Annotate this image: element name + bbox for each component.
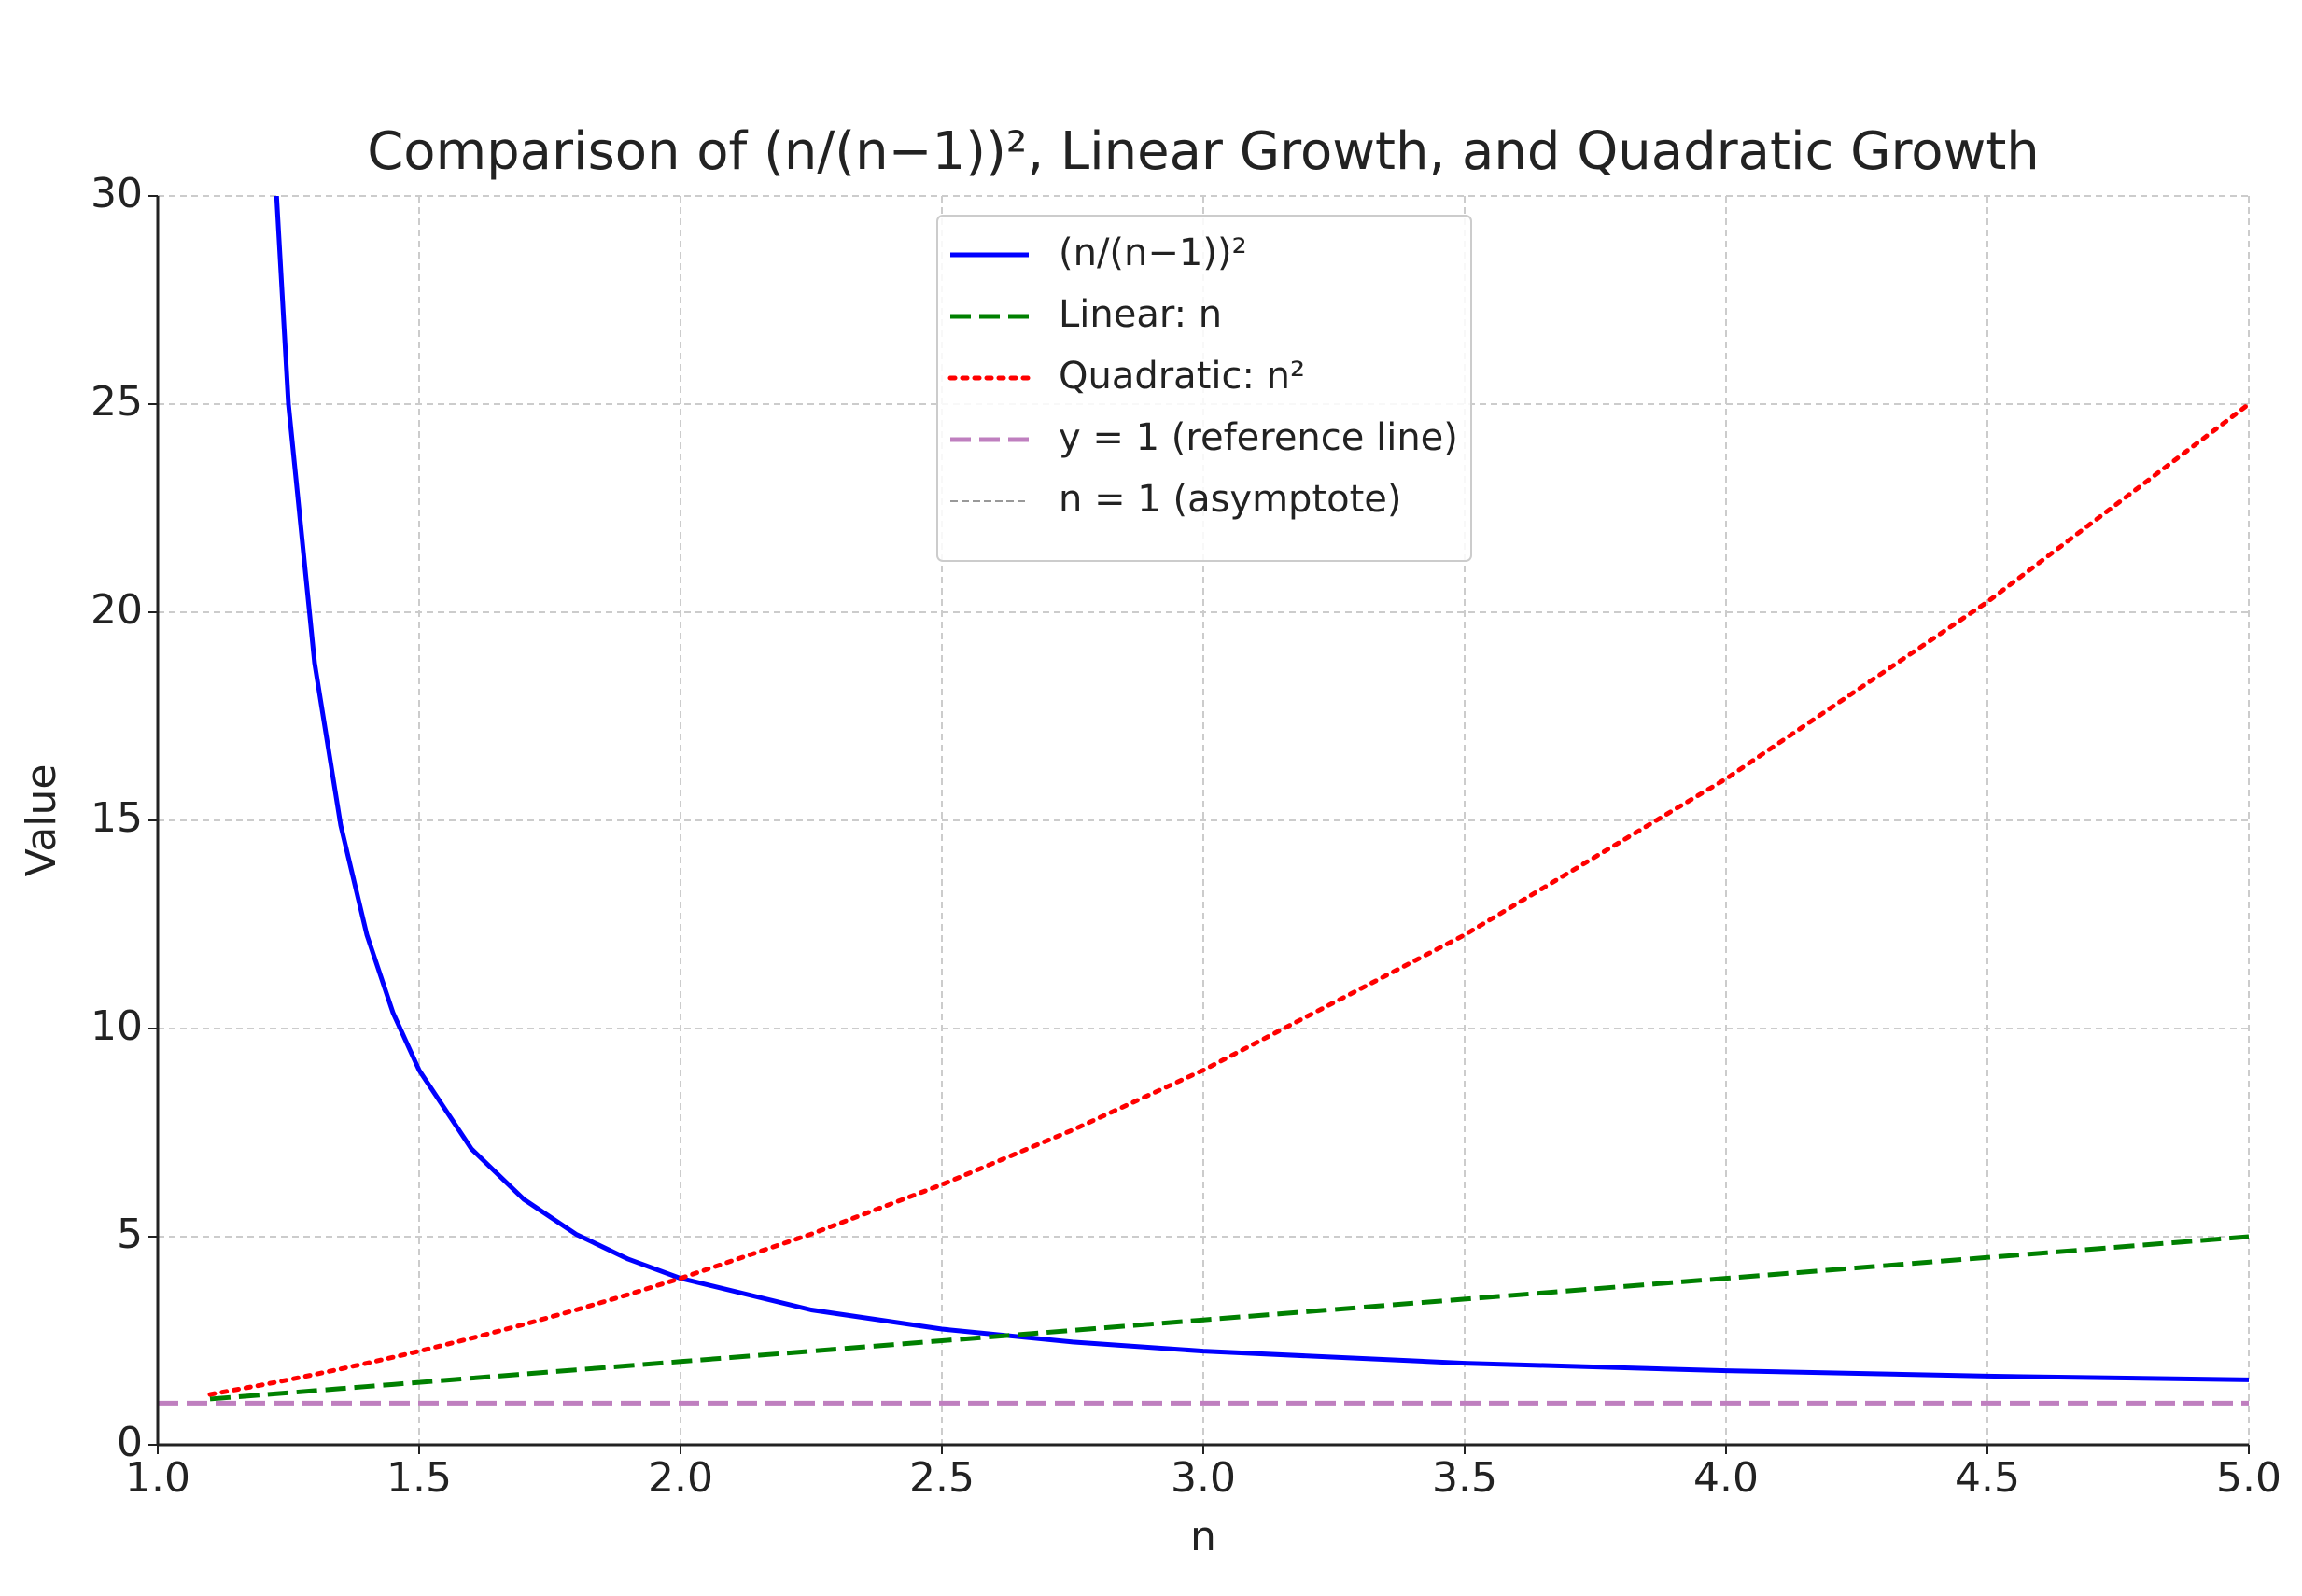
x-tick-label: 1.5 [386,1454,452,1502]
legend-label: Quadratic: n² [1059,355,1305,398]
legend-label: Linear: n [1059,293,1222,336]
x-tick-label: 1.0 [125,1454,190,1502]
x-tick-label: 3.0 [1171,1454,1236,1502]
series-line [209,1234,2249,1402]
y-tick-label: 5 [117,1211,143,1258]
y-tick-label: 30 [91,170,143,217]
x-tick-label: 2.5 [909,1454,975,1502]
axes: 1.0 1.5 2.0 2.5 3.0 3.5 4.0 4.5 5.0 0 5 10 15 20 25 30 [91,170,2281,1502]
legend-label: n = 1 (asymptote) [1059,478,1402,521]
legend-box [936,215,1472,562]
plot-area [158,196,2249,1445]
y-axis-label: Value [18,764,65,877]
x-tick-label: 3.5 [1432,1454,1497,1502]
x-axis-label: n [1190,1513,1216,1561]
x-tick-label: 5.0 [2216,1454,2281,1502]
x-tick-label: 4.0 [1693,1454,1759,1502]
legend-label: (n/(n−1))² [1059,231,1247,274]
y-tick-label: 10 [91,1002,143,1050]
series-line [274,196,2249,1382]
y-tick-label: 0 [117,1419,143,1466]
x-tick-label: 4.5 [1955,1454,2020,1502]
y-tick-label: 25 [91,378,143,426]
legend: (n/(n−1))² Linear: n Quadratic: n² y = 1 (r… [936,215,1472,562]
x-tick-label: 2.0 [648,1454,713,1502]
y-tick-label: 20 [91,586,143,634]
chart-title: Comparison of (n/(n−1))², Linear Growth,… [367,121,2040,182]
y-tick-label: 15 [91,794,143,842]
legend-label: y = 1 (reference line) [1059,416,1458,459]
series-line [207,401,2249,1397]
